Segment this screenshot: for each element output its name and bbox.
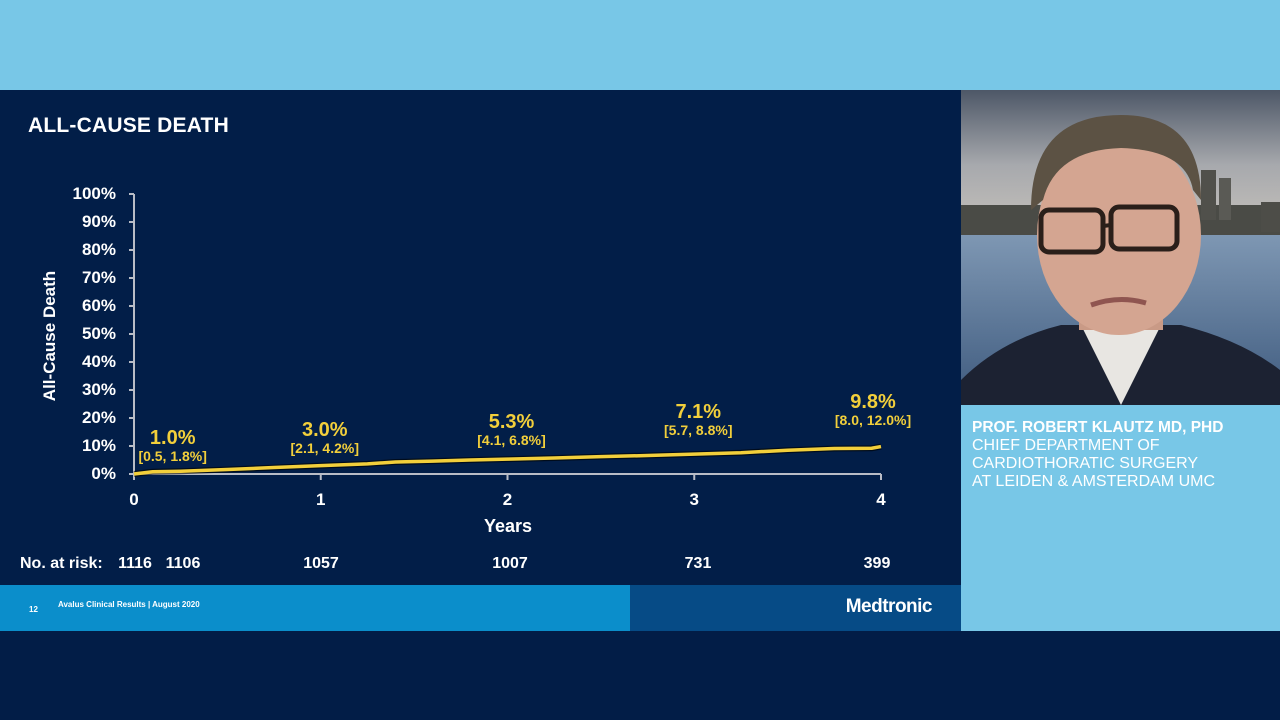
chart-plot-area	[129, 193, 882, 480]
bottom-background-band	[0, 631, 1280, 720]
y-tick-label: 40%	[81, 352, 116, 371]
estimate-value: 3.0%	[301, 419, 348, 441]
speaker-title-line: CHIEF DEPARTMENT OF	[972, 437, 1160, 454]
y-axis-label: All-Cause Death	[40, 270, 59, 402]
x-tick-label: 2	[502, 490, 513, 509]
y-tick-label: 0%	[91, 464, 116, 483]
slide-title: ALL-CAUSE DEATH	[28, 114, 229, 137]
estimate-annotation: 5.3% [4.1, 6.8%]	[442, 412, 582, 448]
speaker-title-line: CARDIOTHORATIC SURGERY	[972, 455, 1199, 472]
y-tick-label: 80%	[81, 240, 116, 259]
y-tick-label: 50%	[81, 324, 116, 343]
risk-value: 1106	[165, 555, 201, 572]
speaker-caption: PROF. ROBERT KLAUTZ MD, PHD CHIEF DEPART…	[961, 405, 1280, 631]
confidence-interval: [8.0, 12.0%]	[834, 412, 912, 428]
estimate-value: 1.0%	[149, 427, 196, 449]
risk-value: 1116	[118, 555, 152, 572]
y-tick-label: 30%	[81, 380, 116, 399]
x-tick-label: 1	[316, 490, 326, 509]
risk-value: 1057	[303, 555, 339, 572]
speaker-video	[961, 90, 1280, 405]
estimate-value: 5.3%	[488, 411, 535, 433]
confidence-interval: [0.5, 1.8%]	[138, 448, 207, 464]
y-tick-label: 100%	[72, 184, 116, 203]
numbers-at-risk-label: No. at risk:	[20, 555, 103, 572]
y-tick-label: 90%	[81, 212, 116, 231]
page-number: 12	[29, 605, 38, 614]
footer-brand-panel: Medtronic	[630, 585, 961, 631]
medtronic-logo: Medtronic	[845, 596, 933, 617]
estimate-value: 9.8%	[850, 391, 896, 413]
x-tick-label: 0	[129, 490, 139, 509]
top-background-band	[0, 0, 1280, 90]
risk-value: 399	[863, 555, 891, 572]
confidence-interval: [5.7, 8.8%]	[664, 422, 733, 438]
y-tick-label: 10%	[81, 436, 116, 455]
slide-footer: 12 Avalus Clinical Results | August 2020	[0, 585, 630, 631]
x-tick-label: 4	[876, 490, 886, 509]
confidence-interval: [4.1, 6.8%]	[477, 432, 546, 448]
estimate-annotation: 9.8% [8.0, 12.0%]	[803, 392, 943, 428]
footer-text: Avalus Clinical Results | August 2020	[58, 600, 200, 609]
estimate-value: 7.1%	[675, 401, 722, 423]
x-tick-label: 3	[689, 490, 699, 509]
risk-value: 1007	[492, 555, 528, 572]
risk-value: 731	[684, 555, 712, 572]
y-tick-label: 70%	[81, 268, 116, 287]
x-axis-label: Years	[483, 516, 533, 536]
speaker-name: PROF. ROBERT KLAUTZ MD, PHD	[972, 419, 1224, 436]
presentation-slide: ALL-CAUSE DEATH 0% 10% 20% 30% 40% 50% 60% 70% 8…	[0, 90, 961, 631]
estimate-annotation: 7.1% [5.7, 8.8%]	[628, 402, 768, 438]
estimate-annotation: 1.0% [0.5, 1.8%]	[103, 428, 243, 464]
confidence-interval: [2.1, 4.2%]	[290, 440, 359, 456]
speaker-video-frame	[961, 90, 1280, 405]
y-tick-label: 20%	[81, 408, 116, 427]
y-tick-label: 60%	[81, 296, 116, 315]
estimate-annotation: 3.0% [2.1, 4.2%]	[255, 420, 395, 456]
speaker-title-line: AT LEIDEN & AMSTERDAM UMC	[972, 473, 1215, 490]
